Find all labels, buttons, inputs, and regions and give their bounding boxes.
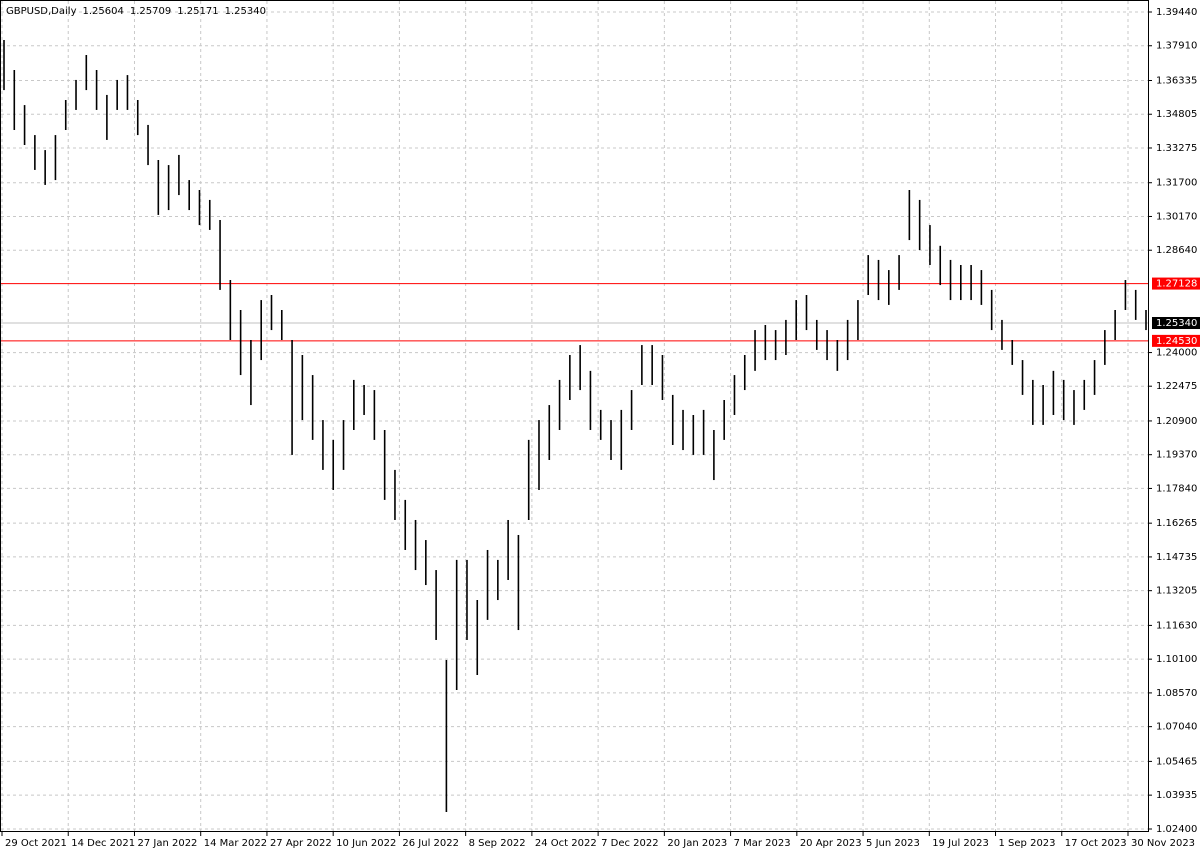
x-tick-label: 20 Jan 2023 — [667, 838, 727, 849]
price-label-box — [1152, 334, 1200, 347]
y-tick-label: 1.16265 — [1156, 518, 1197, 529]
y-tick-label: 1.33275 — [1156, 143, 1197, 154]
x-tick-label: 30 Nov 2023 — [1131, 838, 1195, 849]
x-tick-label: 27 Apr 2022 — [270, 838, 332, 849]
x-tick-label: 7 Mar 2023 — [734, 838, 791, 849]
price-label-box — [1152, 277, 1200, 290]
y-tick-label: 1.39440 — [1156, 7, 1197, 18]
y-tick-label: 1.19370 — [1156, 450, 1197, 461]
price-label: 1.27128 — [1156, 279, 1197, 290]
x-tick-label: 20 Apr 2023 — [800, 838, 862, 849]
y-tick-label: 1.17840 — [1156, 483, 1197, 494]
plot-frame — [0, 0, 1149, 832]
y-tick-label: 1.08570 — [1156, 688, 1197, 699]
y-tick-label: 1.30170 — [1156, 211, 1197, 222]
y-tick-label: 1.03935 — [1156, 790, 1197, 801]
x-tick-label: 1 Sep 2023 — [999, 838, 1056, 849]
price-label-box — [1152, 317, 1200, 330]
header-price: 1.25171 — [177, 6, 218, 17]
y-tick-label: 1.11630 — [1156, 620, 1197, 631]
y-tick-label: 1.07040 — [1156, 722, 1197, 733]
y-tick-label: 1.34805 — [1156, 109, 1197, 120]
x-tick-label: 8 Sep 2022 — [469, 838, 526, 849]
y-tick-label: 1.24000 — [1156, 348, 1197, 359]
y-tick-label: 1.22475 — [1156, 381, 1197, 392]
x-tick-label: 10 Jun 2022 — [336, 838, 396, 849]
axis-labels: 1.39440 1.37910 1.36335 1.34805 1.33275 1.317… — [1, 7, 1200, 849]
x-tick-label: 27 Jan 2022 — [137, 838, 197, 849]
x-tick-label: 24 Oct 2022 — [535, 838, 597, 849]
price-label: 1.24530 — [1156, 336, 1197, 347]
y-tick-label: 1.02400 — [1156, 824, 1197, 835]
y-tick-label: 1.13205 — [1156, 586, 1197, 597]
y-tick-label: 1.20900 — [1156, 416, 1197, 427]
y-tick-label: 1.28640 — [1156, 245, 1197, 256]
x-tick-label: 14 Dec 2021 — [71, 838, 135, 849]
y-tick-label: 1.36335 — [1156, 75, 1197, 86]
x-tick-label: 17 Oct 2023 — [1065, 838, 1127, 849]
y-tick-label: 1.10100 — [1156, 654, 1197, 665]
x-tick-label: 14 Mar 2022 — [204, 838, 267, 849]
y-tick-label: 1.05465 — [1156, 756, 1197, 767]
x-tick-label: 26 Jul 2022 — [402, 838, 459, 849]
price-label: 1.25340 — [1156, 318, 1197, 329]
x-tick-label: 29 Oct 2021 — [5, 838, 67, 849]
header-price: 1.25604 — [83, 6, 124, 17]
x-tick-label: 7 Dec 2022 — [601, 838, 659, 849]
y-tick-label: 1.31700 — [1156, 178, 1197, 189]
header-price: 1.25709 — [130, 6, 171, 17]
grid — [1, 1, 1148, 831]
symbol: GBPUSD,Daily — [6, 6, 77, 17]
y-tick-label: 1.14735 — [1156, 552, 1197, 563]
header: GBPUSD,Daily 1.25604 1.25709 1.25171 1.25340 — [6, 6, 266, 17]
header-price: 1.25340 — [225, 6, 266, 17]
bars — [1, 40, 1148, 813]
y-tick-label: 1.37910 — [1156, 41, 1197, 52]
x-tick-label: 5 Jun 2023 — [866, 838, 920, 849]
x-tick-label: 19 Jul 2023 — [932, 838, 989, 849]
